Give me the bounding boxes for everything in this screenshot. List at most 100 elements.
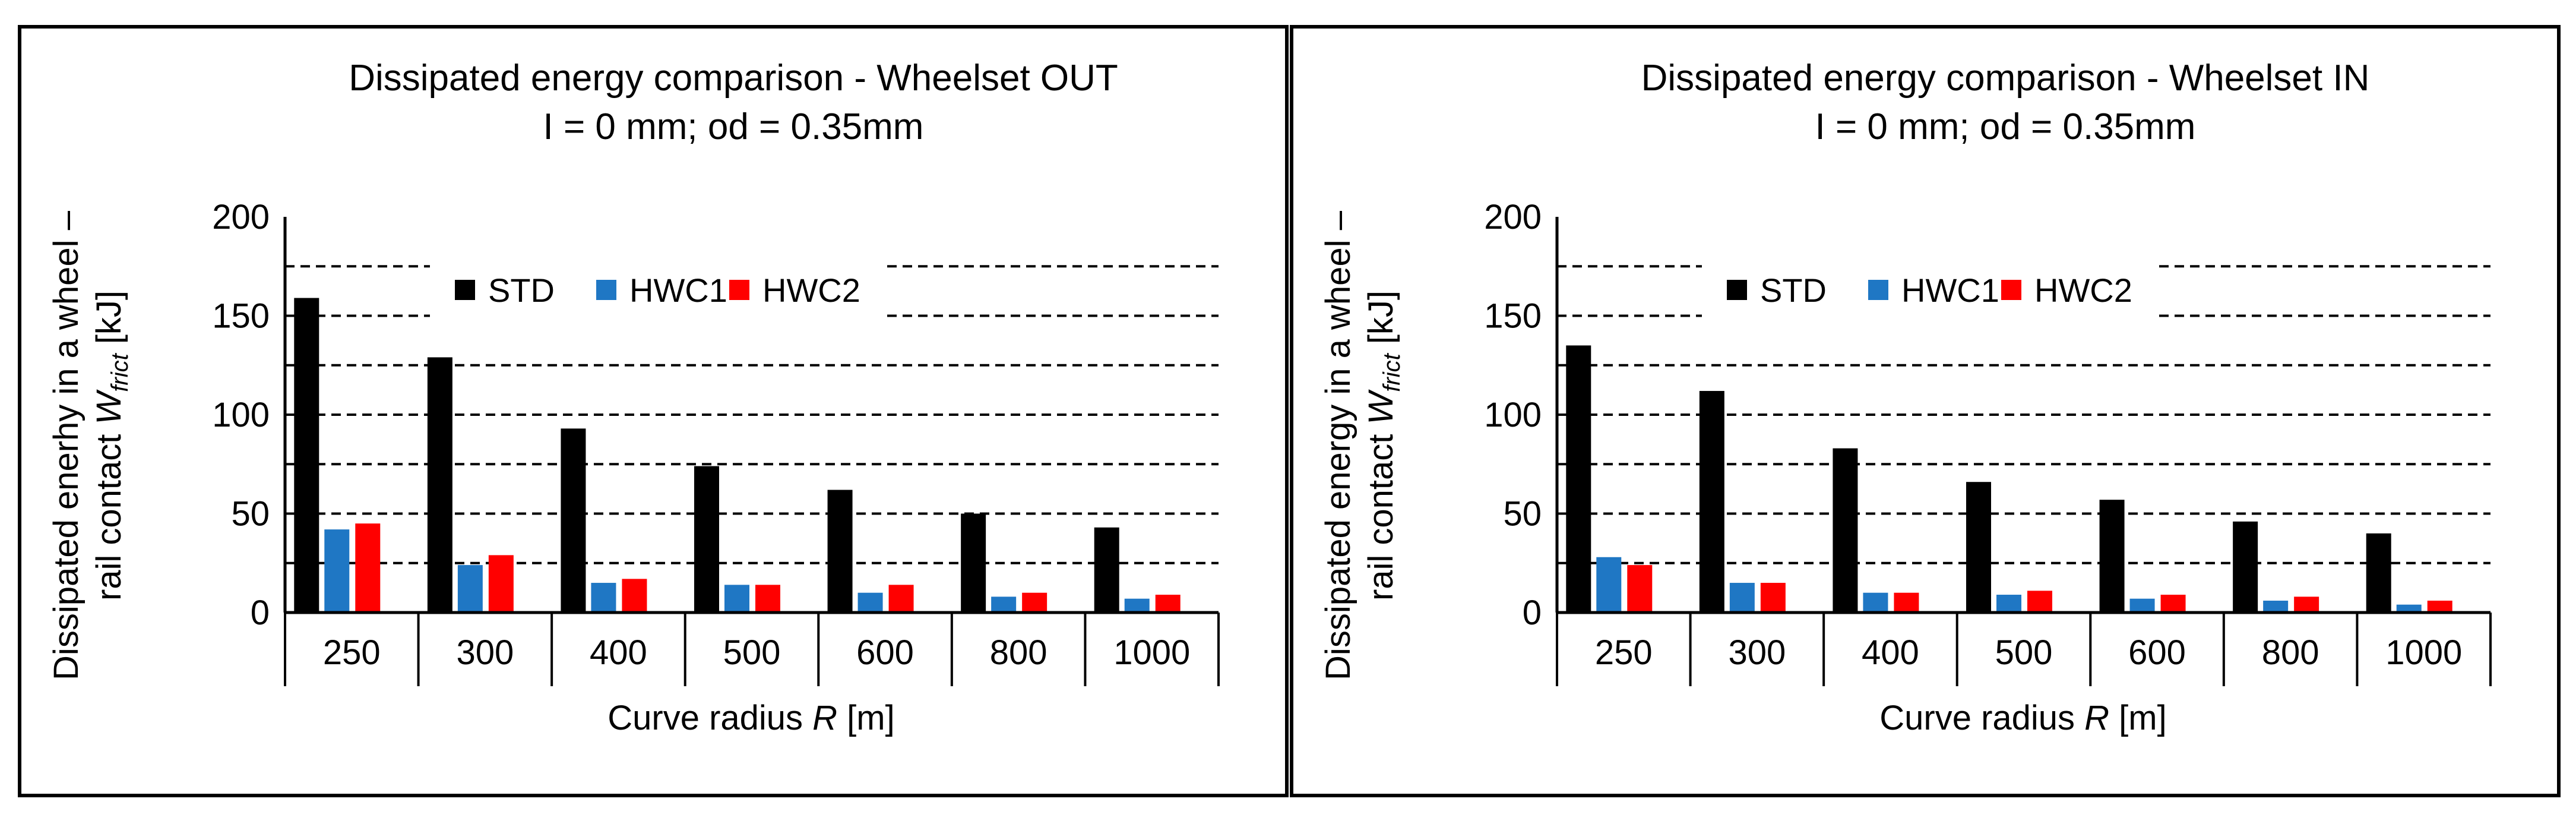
legend-label-hwc1: HWC1 [629,272,727,309]
bar-hwc2-500 [755,585,780,613]
bar-hwc2-800 [1022,592,1048,613]
x-axis-title-prefix: Curve radius [1879,699,2084,737]
y-axis-title-line2: rail contact Wfrict [kJ] [1362,291,1405,601]
legend-label-hwc2: HWC2 [762,272,860,309]
bar-hwc2-1000 [2427,601,2452,613]
bar-hwc2-500 [2027,591,2052,613]
x-axis-title-symbol: R [2084,699,2109,737]
chart-svg-wheelset-out: Dissipated energy comparison - Wheelset … [47,58,1220,737]
chart-title: Dissipated energy comparison - Wheelset … [1641,58,2370,99]
bar-std-400 [1833,448,1858,613]
x-tick-label-400: 400 [590,633,647,672]
x-axis-title-unit: [m] [2109,699,2167,737]
bar-hwc2-300 [488,555,514,613]
bar-hwc1-400 [591,583,616,613]
y-axis-title-line1: Dissipated enerhy in a wheel – [47,210,86,680]
bar-hwc1-300 [457,565,483,613]
bar-std-500 [1966,482,1991,613]
x-axis-title: Curve radius R [m] [1879,699,2166,737]
x-tick-label-400: 400 [1862,633,1919,672]
y-tick-label-0: 0 [251,594,270,632]
chart-svg-wheelset-in: Dissipated energy comparison - Wheelset … [1319,58,2492,737]
y-tick-label-100: 100 [212,396,270,434]
y-axis-title-line2-symbol: W [1362,389,1400,424]
bar-std-300 [427,357,452,613]
bar-std-800 [2233,521,2258,613]
x-axis-title-prefix: Curve radius [607,699,812,737]
bar-hwc2-300 [1760,583,1786,613]
x-tick-label-600: 600 [856,633,914,672]
bar-std-250 [1566,345,1591,613]
bar-std-600 [827,490,853,613]
legend-box [1702,253,2158,333]
chart-panel-wheelset-in: Dissipated energy comparison - Wheelset … [1290,25,2561,797]
x-tick-label-250: 250 [1595,633,1653,672]
y-axis-title-line2-prefix: rail contact [90,424,128,601]
y-tick-label-200: 200 [212,198,270,236]
x-axis-title-symbol: R [812,699,837,737]
legend-swatch-hwc2 [729,280,749,300]
bar-hwc2-400 [622,579,647,613]
bar-hwc2-250 [355,523,381,613]
bar-std-250 [294,298,319,613]
bar-hwc1-250 [324,529,350,613]
x-tick-label-1000: 1000 [1113,633,1190,672]
bar-hwc1-800 [2263,601,2289,613]
y-tick-label-150: 150 [212,297,270,336]
y-tick-label-50: 50 [231,495,270,534]
bar-hwc2-1000 [1155,595,1181,613]
bar-hwc1-1000 [2396,604,2422,613]
y-tick-label-200: 200 [1484,198,1542,236]
x-tick-label-300: 300 [456,633,514,672]
bar-std-800 [961,513,986,613]
bar-std-600 [2099,500,2125,613]
legend-swatch-hwc2 [2001,280,2021,300]
x-tick-label-800: 800 [990,633,1048,672]
x-axis-title: Curve radius R [m] [607,699,894,737]
bar-hwc1-600 [857,592,883,613]
bar-hwc1-500 [724,585,749,613]
bar-hwc1-250 [1596,557,1622,613]
legend-swatch-hwc1 [1868,280,1888,300]
y-axis-title-line2-unit: [kJ] [90,291,128,353]
x-tick-label-1000: 1000 [2385,633,2462,672]
y-axis-title: Dissipated enerhy in a wheel – rail cont… [47,210,133,680]
x-tick-label-500: 500 [723,633,781,672]
x-tick-label-500: 500 [1995,633,2053,672]
bar-hwc2-600 [2160,595,2186,613]
legend-swatch-std [455,280,475,300]
y-axis-title-line2-symbol: W [90,389,128,424]
bar-std-500 [694,466,719,613]
legend-label-std: STD [1760,272,1827,309]
y-tick-label-50: 50 [1503,495,1542,534]
legend-swatch-hwc1 [596,280,616,300]
y-tick-label-150: 150 [1484,297,1542,336]
y-axis-title-line2-subscript: frict [1379,352,1405,392]
chart-subtitle: I = 0 mm; od = 0.35mm [1815,106,2196,147]
legend-label-std: STD [488,272,555,309]
legend-swatch-std [1727,280,1747,300]
bar-hwc1-400 [1863,592,1888,613]
legend-label-hwc1: HWC1 [1901,272,1999,309]
x-tick-label-600: 600 [2128,633,2186,672]
bar-hwc1-600 [2129,598,2155,613]
y-axis-title-line1: Dissipated energy in a wheel – [1319,210,1357,680]
bar-std-1000 [1094,527,1119,613]
bar-hwc2-400 [1894,592,1919,613]
bar-std-400 [561,428,586,613]
bar-hwc1-500 [1996,595,2021,613]
y-axis-title-line2: rail contact Wfrict [kJ] [90,291,133,601]
legend-box [430,253,886,333]
bar-hwc2-600 [888,585,914,613]
y-axis-title: Dissipated energy in a wheel – rail cont… [1319,210,1405,680]
x-tick-label-250: 250 [323,633,381,672]
bar-hwc2-800 [2294,596,2319,613]
bar-hwc1-1000 [1124,598,1150,613]
bar-hwc1-800 [991,596,1017,613]
bar-hwc1-300 [1729,583,1755,613]
y-axis-title-line2-subscript: frict [107,352,133,392]
x-tick-label-300: 300 [1728,633,1786,672]
chart-title: Dissipated energy comparison - Wheelset … [349,58,1118,99]
x-tick-label-800: 800 [2262,633,2319,672]
y-tick-label-100: 100 [1484,396,1542,434]
